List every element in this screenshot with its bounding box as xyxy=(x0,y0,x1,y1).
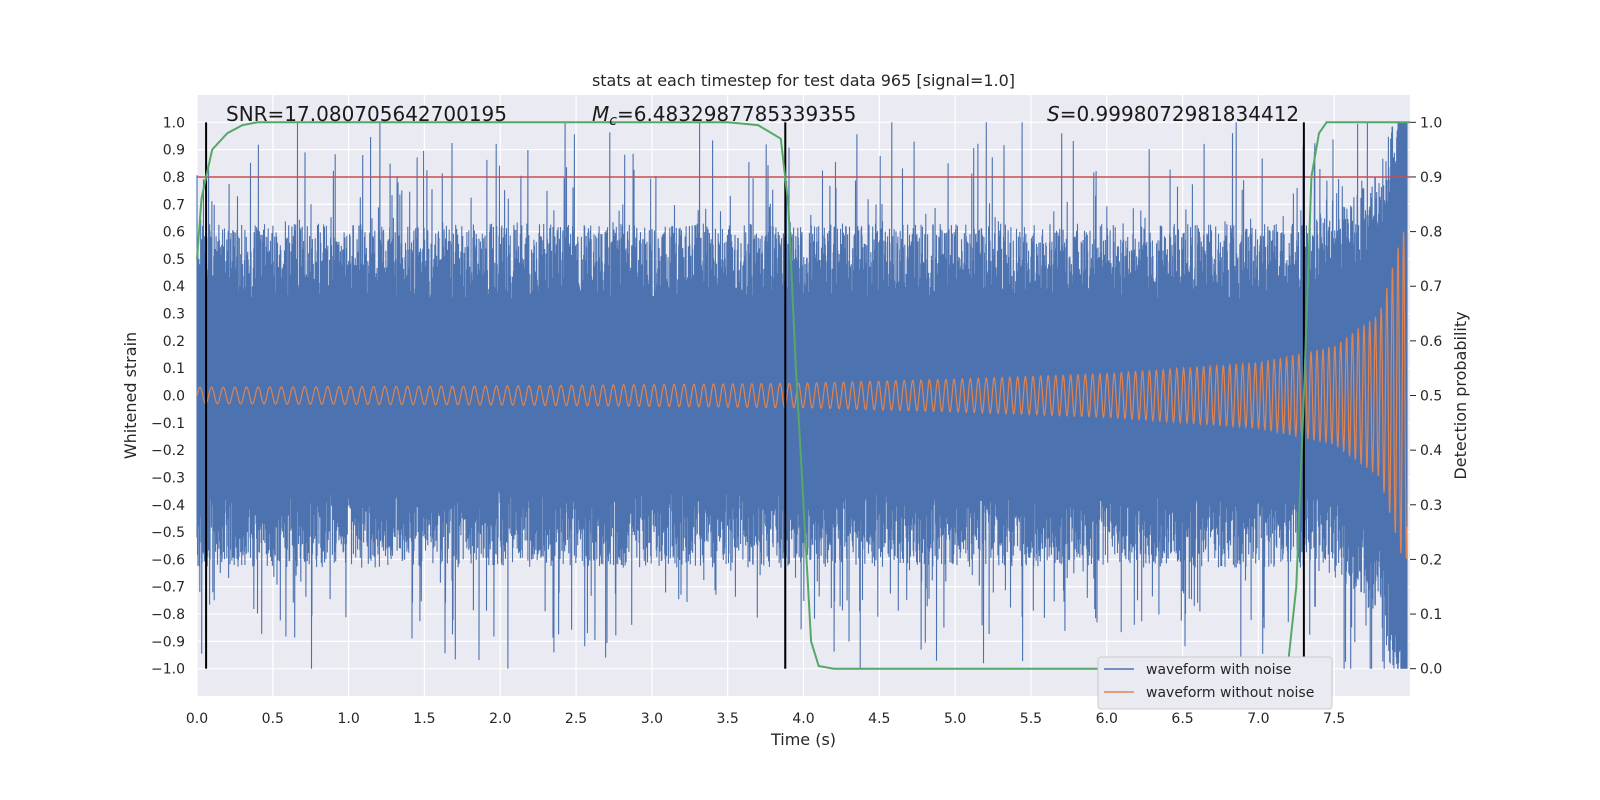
x-tick-label: 4.5 xyxy=(868,711,890,727)
y2-tick-label: 1.0 xyxy=(1420,115,1442,131)
y-tick-label: −0.7 xyxy=(151,580,185,596)
x-tick-label: 0.0 xyxy=(186,711,208,727)
y-tick-label: 1.0 xyxy=(163,115,185,131)
y-tick-label: −0.8 xyxy=(151,607,185,623)
y2-tick-label: 0.3 xyxy=(1420,498,1442,514)
x-tick-label: 6.5 xyxy=(1171,711,1193,727)
x-tick-label: 0.5 xyxy=(262,711,284,727)
score-annotation: S=0.9998072981834412 xyxy=(1047,102,1299,126)
chart-title: stats at each timestep for test data 965… xyxy=(592,71,1015,90)
legend-label-clean: waveform without noise xyxy=(1146,685,1314,701)
y2-tick-label: 0.6 xyxy=(1420,334,1442,350)
clean-trace xyxy=(196,231,1408,559)
y-tick-label: −0.1 xyxy=(151,416,185,432)
legend-label-noise: waveform with noise xyxy=(1146,662,1291,678)
x-tick-label: 2.0 xyxy=(489,711,511,727)
y-axis-label: Whitened strain xyxy=(121,332,140,459)
y-tick-label: 0.3 xyxy=(163,307,185,323)
snr-annotation: SNR=17.080705642700195 xyxy=(226,102,507,126)
y-tick-label: 0.8 xyxy=(163,170,185,186)
y-tick-label: 0.0 xyxy=(163,389,185,405)
y-tick-label: 0.1 xyxy=(163,361,185,377)
y-tick-label: 0.9 xyxy=(163,143,185,159)
y-tick-label: −0.4 xyxy=(151,498,185,514)
x-tick-label: 3.0 xyxy=(641,711,663,727)
legend: waveform with noise waveform without noi… xyxy=(1097,656,1333,710)
chirp-mass-subscript: c xyxy=(609,113,617,129)
y-tick-label: 0.2 xyxy=(163,334,185,350)
chirp-mass-annotation: Mc=6.4832987785339355 xyxy=(592,102,856,129)
score-value: =0.9998072981834412 xyxy=(1060,102,1299,126)
y2-axis-label: Detection probability xyxy=(1451,311,1470,479)
series-detection-probability xyxy=(196,121,1410,670)
y-tick-label: 0.6 xyxy=(163,225,185,241)
y-tick-label: −0.6 xyxy=(151,552,185,568)
x-tick-label: 1.0 xyxy=(337,711,359,727)
y-tick-label: 0.5 xyxy=(163,252,185,268)
x-tick-label: 7.0 xyxy=(1247,711,1269,727)
y-tick-label: 0.4 xyxy=(163,279,185,295)
y2-tick-label: 0.7 xyxy=(1420,279,1442,295)
chirp-mass-value: =6.4832987785339355 xyxy=(617,102,856,126)
noise-trace xyxy=(196,122,1408,669)
x-tick-label: 6.0 xyxy=(1096,711,1118,727)
y2-tick-label: 0.9 xyxy=(1420,170,1442,186)
legend-box xyxy=(1097,656,1333,710)
probability-line xyxy=(196,121,1410,670)
x-tick-label: 1.5 xyxy=(413,711,435,727)
y2-tick-label: 0.1 xyxy=(1420,607,1442,623)
y-tick-label: 0.7 xyxy=(163,197,185,213)
y-tick-label: −0.5 xyxy=(151,525,185,541)
score-symbol: S xyxy=(1047,102,1060,126)
y-tick-label: −1.0 xyxy=(151,662,185,678)
y-tick-label: −0.9 xyxy=(151,634,185,650)
x-tick-label: 3.5 xyxy=(717,711,739,727)
x-tick-label: 5.0 xyxy=(944,711,966,727)
chirp-mass-symbol: M xyxy=(592,102,609,126)
y2-tick-label: 0.5 xyxy=(1420,389,1442,405)
x-axis-label: Time (s) xyxy=(770,730,836,749)
y2-tick-label: 0.8 xyxy=(1420,225,1442,241)
tick-labels: 0.0 0.5 1.0 1.5 2.0 2.5 3.0 3.5 4.0 4.5 5.0 5.5 6.0 6… xyxy=(151,115,1442,727)
y2-tick-label: 0.4 xyxy=(1420,443,1442,459)
x-tick-label: 7.5 xyxy=(1323,711,1345,727)
y-tick-label: −0.2 xyxy=(151,443,185,459)
series-waveform-without-noise xyxy=(196,231,1408,559)
x-tick-label: 2.5 xyxy=(565,711,587,727)
y2-tick-label: 0.0 xyxy=(1420,662,1442,678)
x-tick-label: 5.5 xyxy=(1020,711,1042,727)
y2-tick-label: 0.2 xyxy=(1420,552,1442,568)
y-tick-label: −0.3 xyxy=(151,470,185,486)
x-tick-label: 4.0 xyxy=(792,711,814,727)
series-waveform-with-noise xyxy=(196,122,1408,669)
